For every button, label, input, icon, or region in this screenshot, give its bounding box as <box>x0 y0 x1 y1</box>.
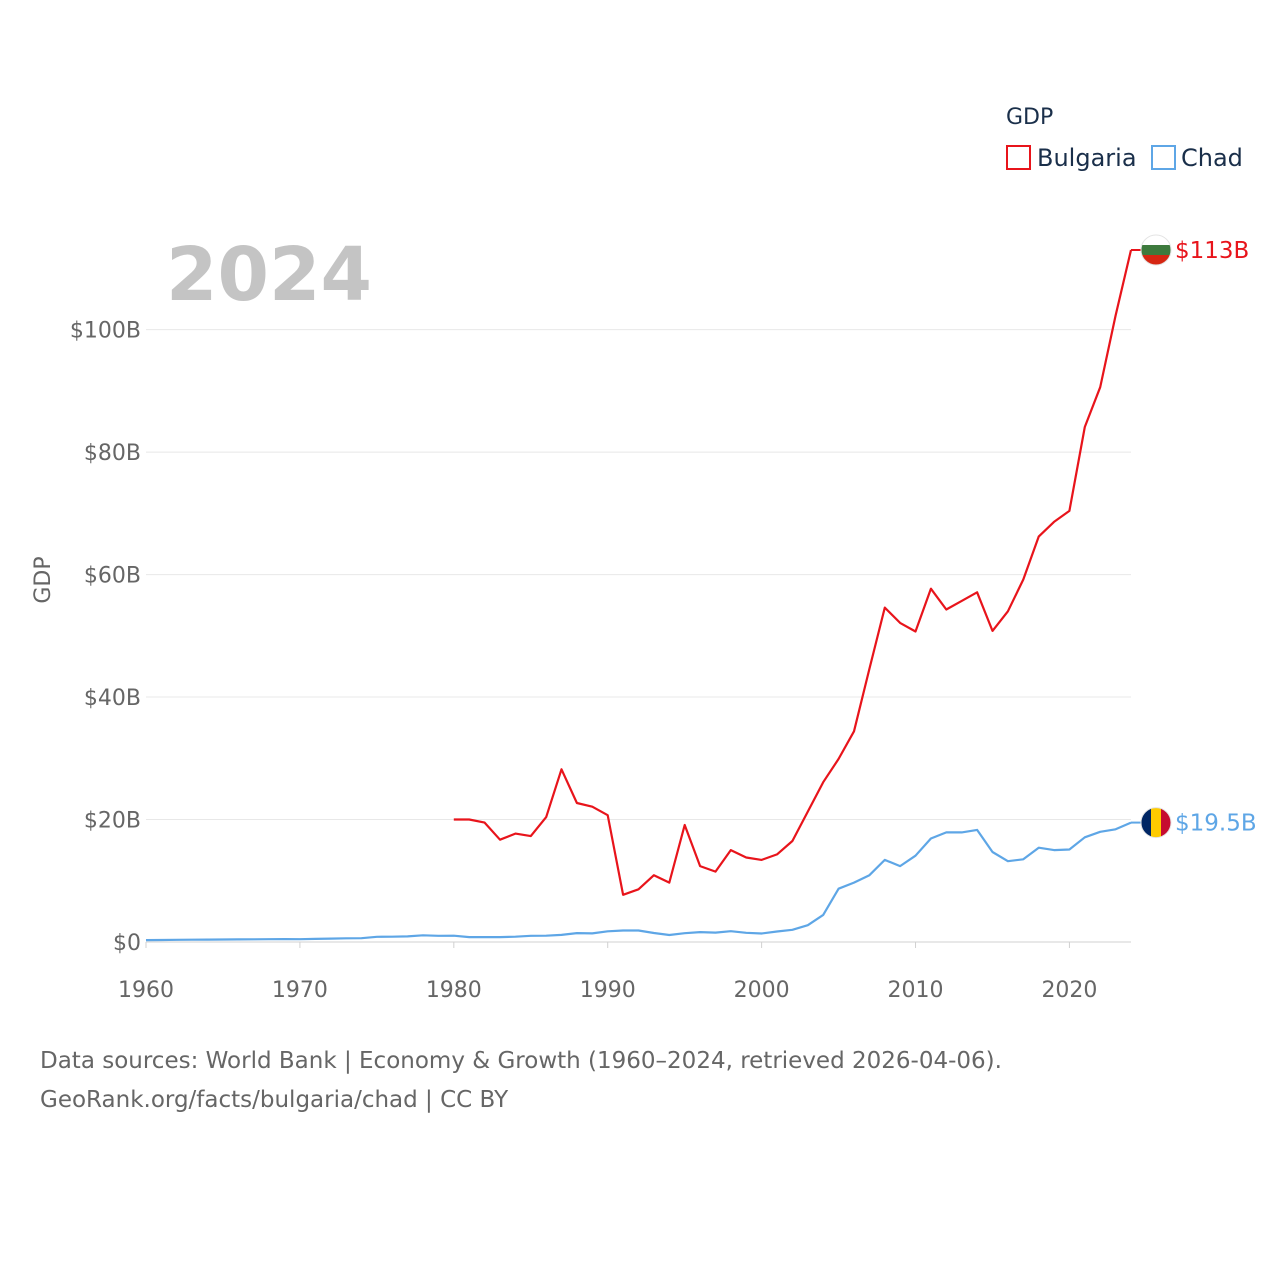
flag-stripe <box>1141 807 1152 838</box>
x-tick-label: 1980 <box>426 978 482 1003</box>
gridlines <box>146 329 1131 943</box>
y-axis-title: GDP <box>31 556 56 603</box>
flag-outline <box>1140 807 1172 839</box>
end-value-label-bulgaria: $113B <box>1175 238 1249 264</box>
year-watermark: 2024 <box>166 232 372 318</box>
footer-credit: GeoRank.org/facts/bulgaria/chad | CC BY <box>40 1087 509 1113</box>
legend-label-bulgaria[interactable]: Bulgaria <box>1037 144 1137 172</box>
flag-stripe <box>1141 245 1171 256</box>
flag-stripe <box>1141 255 1171 265</box>
legend-swatch-bulgaria[interactable] <box>1006 145 1031 170</box>
flag-stripe <box>1151 807 1162 838</box>
end-value-label-chad: $19.5B <box>1175 811 1257 837</box>
x-tick-label: 2020 <box>1041 978 1097 1003</box>
y-axis-ticks: $0 $20B $40B $60B $80B $100B <box>70 319 141 956</box>
x-tick-label: 1960 <box>118 978 174 1003</box>
y-tick-label: $60B <box>84 564 141 589</box>
legend-title: GDP <box>1006 105 1053 130</box>
gdp-line-chart: $0 $20B $40B $60B $80B $100B 1960 1970 1980 1990… <box>31 105 1257 1003</box>
flag-icon-chad <box>1141 807 1171 838</box>
legend-label-chad[interactable]: Chad <box>1181 144 1243 172</box>
x-tick-label: 1990 <box>580 978 636 1003</box>
x-tick-label: 2000 <box>734 978 790 1003</box>
y-tick-label: $40B <box>84 686 141 711</box>
flag-stripe <box>1141 235 1171 246</box>
y-tick-label: $80B <box>84 441 141 466</box>
legend: GDP Bulgaria Chad <box>1006 105 1243 172</box>
y-tick-label: $100B <box>70 319 141 344</box>
y-tick-label: $20B <box>84 809 141 834</box>
x-tick-label: 2010 <box>888 978 944 1003</box>
x-axis-ticks: 1960 1970 1980 1990 2000 2010 2020 <box>118 942 1097 1003</box>
series-layer <box>145 249 1133 942</box>
series-line-bulgaria <box>453 249 1133 896</box>
flag-outline <box>1140 234 1172 266</box>
flag-icon-bulgaria <box>1141 235 1171 265</box>
y-tick-label: $0 <box>113 931 141 956</box>
series-line-chad <box>145 821 1132 942</box>
footer: Data sources: World Bank | Economy & Gro… <box>40 1042 1002 1120</box>
footer-sources: Data sources: World Bank | Economy & Gro… <box>40 1048 1002 1074</box>
x-tick-label: 1970 <box>272 978 328 1003</box>
end-markers: $113B $19.5B <box>1131 234 1257 839</box>
legend-swatch-chad[interactable] <box>1151 145 1176 170</box>
flag-stripe <box>1161 807 1171 838</box>
